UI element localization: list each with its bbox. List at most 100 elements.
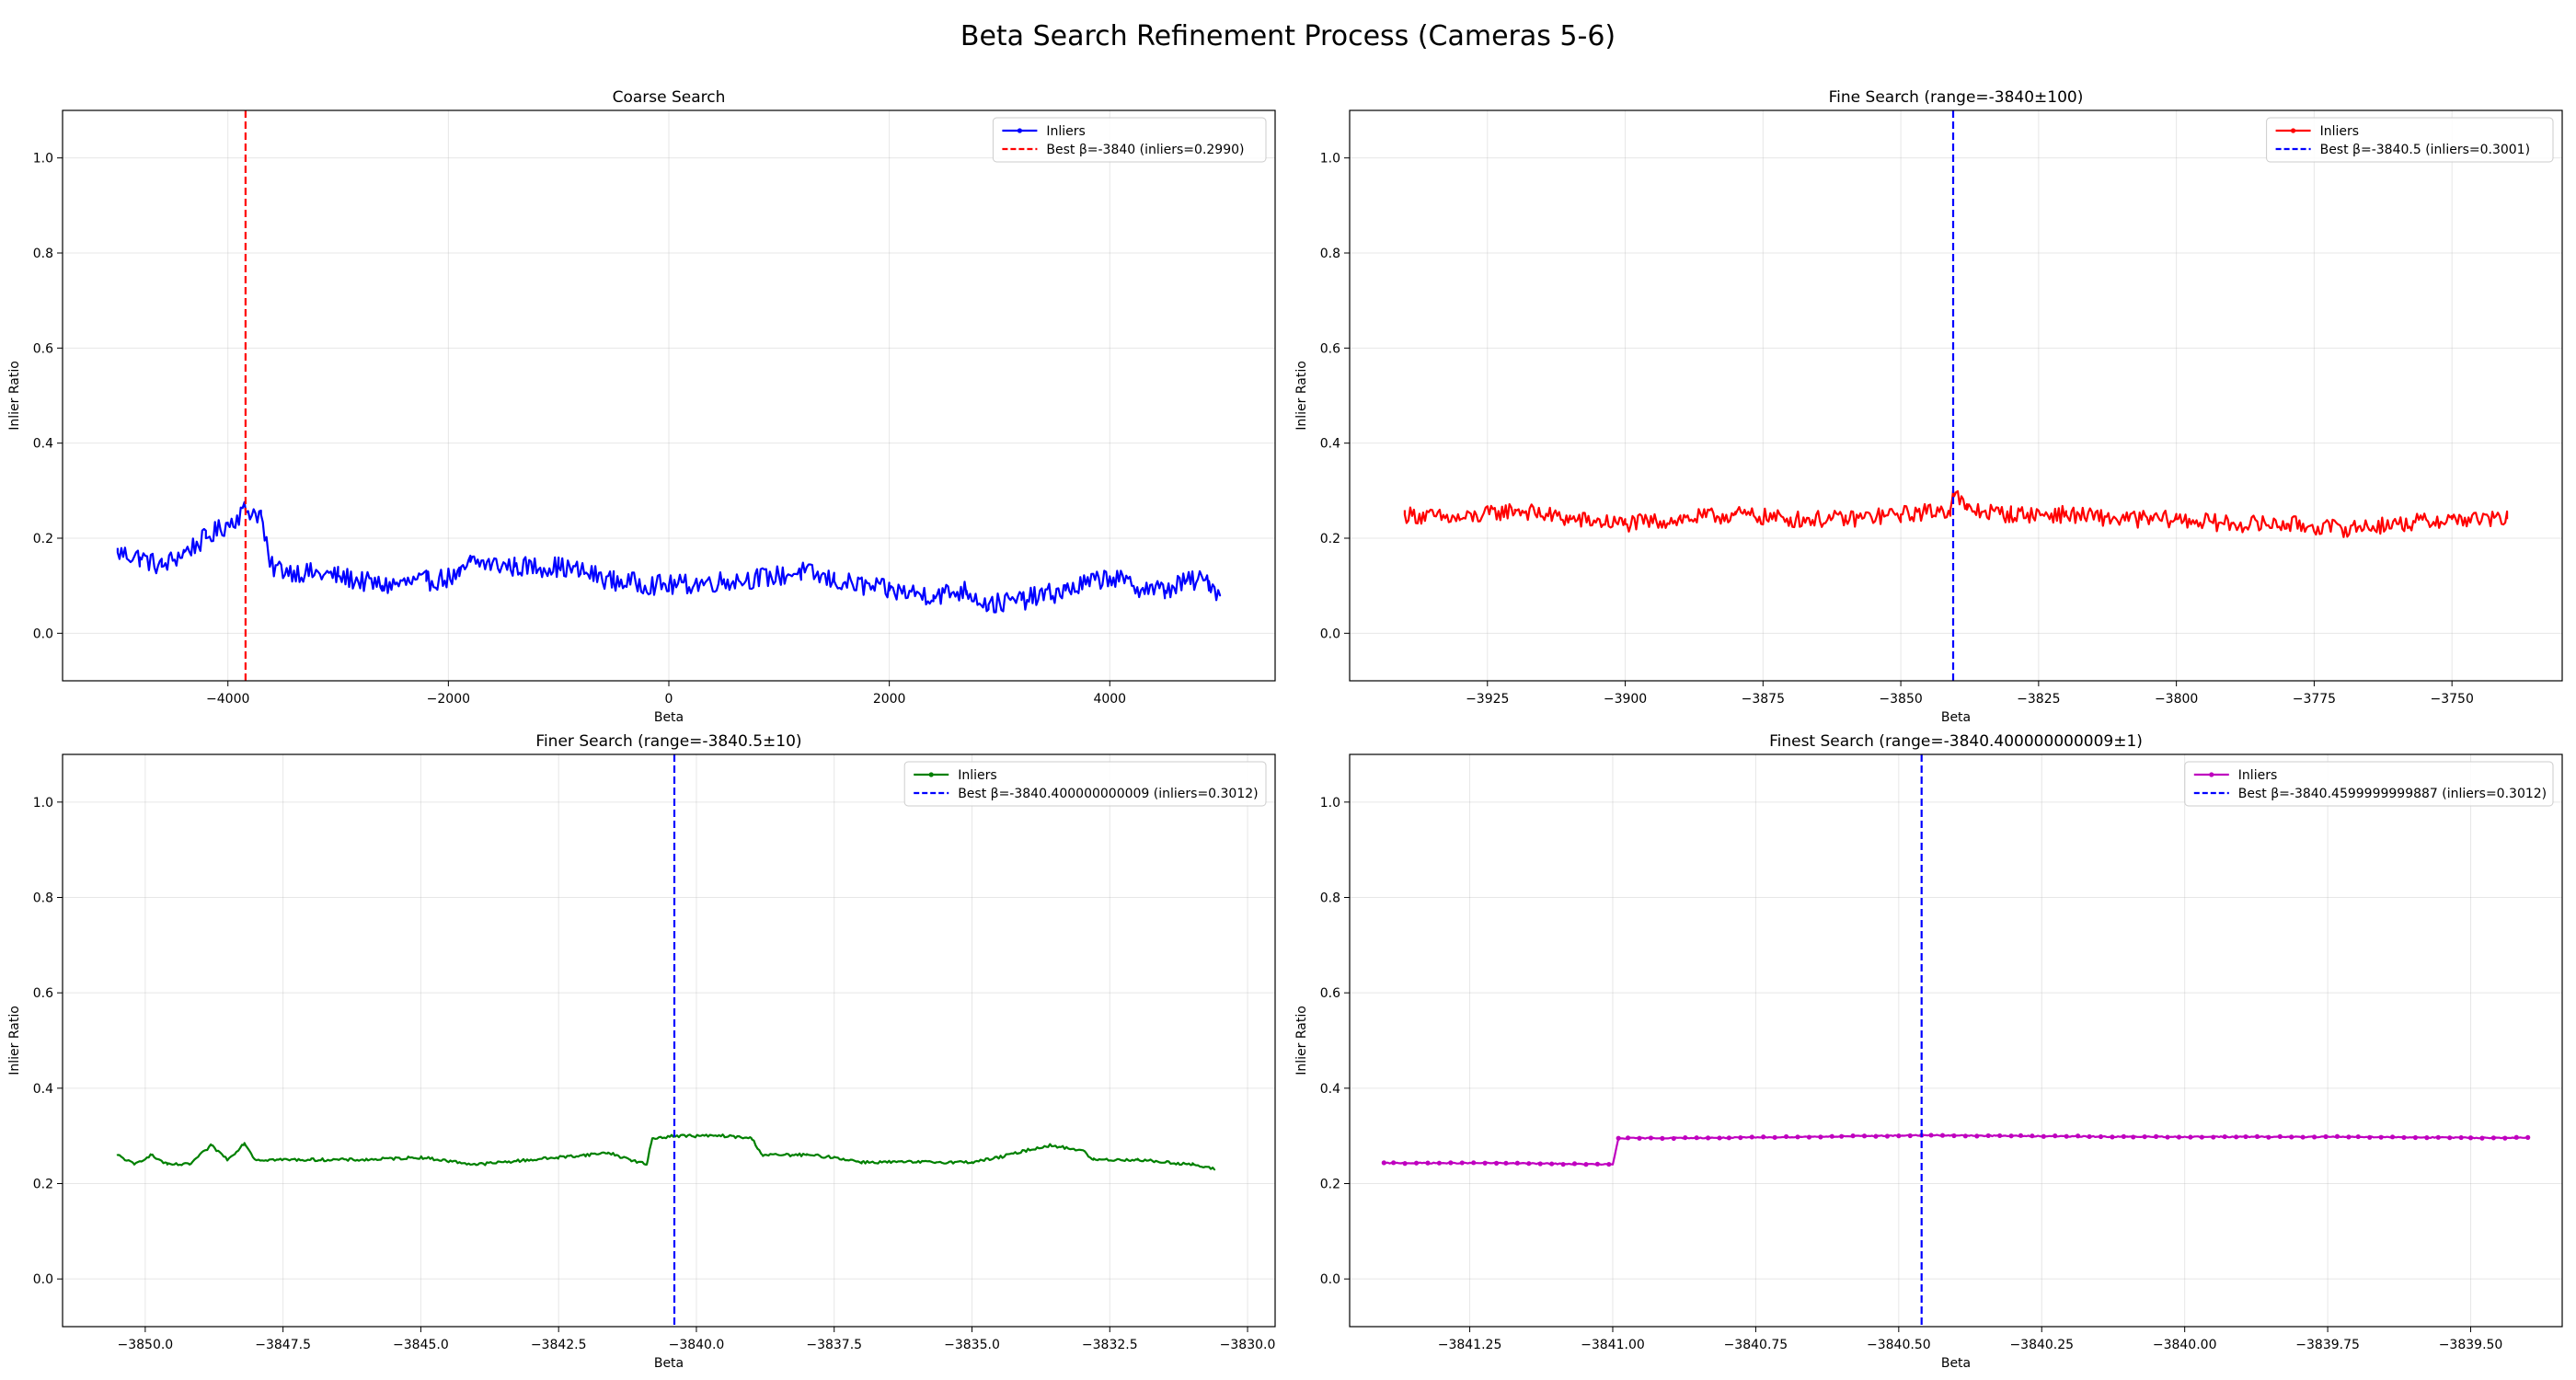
data-point — [2479, 1135, 2485, 1141]
x-tick-label: −4000 — [206, 692, 249, 707]
legend-label-best: Best β=-3840.400000000009 (inliers=0.301… — [958, 787, 1258, 801]
x-tick-label: −3850.0 — [118, 1338, 174, 1352]
data-point — [2087, 1133, 2092, 1140]
x-tick-label: −3845.0 — [393, 1338, 449, 1352]
data-point — [1482, 1160, 1488, 1166]
x-tick-label: −3840.00 — [2153, 1338, 2217, 1352]
data-point — [1526, 1161, 1532, 1167]
y-tick-label: 0.4 — [1320, 1082, 1340, 1097]
data-point — [1694, 1135, 1699, 1141]
data-point — [2277, 1133, 2283, 1139]
y-tick-label: 1.0 — [33, 796, 53, 811]
x-tick-label: −3850 — [1879, 692, 1922, 707]
y-tick-label: 0.6 — [1320, 986, 1340, 1001]
data-point — [2064, 1133, 2069, 1139]
data-point — [1939, 1133, 1946, 1138]
y-tick-label: 0.8 — [33, 891, 53, 906]
data-point — [1571, 1161, 1578, 1167]
legend: Inliers Best β=-3840.400000000009 (inlier… — [903, 761, 1267, 807]
y-tick-label: 1.0 — [1320, 152, 1340, 167]
data-point — [2311, 1134, 2317, 1140]
data-point — [1962, 1133, 1968, 1139]
data-point — [2289, 1134, 2294, 1140]
data-point — [2334, 1133, 2340, 1139]
data-point — [2367, 1134, 2373, 1140]
data-point — [2467, 1135, 2474, 1141]
y-tick-label: 0.2 — [33, 532, 53, 546]
y-tick-label: 0.0 — [1320, 1272, 1340, 1287]
data-point — [2447, 1135, 2453, 1141]
data-point — [2131, 1134, 2136, 1140]
y-tick-label: 0.4 — [33, 1082, 53, 1097]
data-point — [2346, 1134, 2352, 1140]
data-point — [1829, 1133, 1834, 1139]
legend-box — [903, 761, 1267, 807]
x-tick-label: −3840.0 — [669, 1338, 725, 1352]
series-line-inliers — [116, 500, 1222, 614]
x-axis-label: Beta — [654, 710, 684, 725]
series-line-inliers — [1403, 489, 2509, 538]
x-tick-label: −3840.25 — [2009, 1338, 2074, 1352]
data-point — [2513, 1134, 2519, 1140]
data-point — [1985, 1133, 1991, 1139]
data-point — [2243, 1133, 2248, 1140]
legend-label-inliers: Inliers — [2320, 124, 2359, 139]
y-tick-label: 0.6 — [1320, 341, 1340, 356]
x-tick-label: −3841.00 — [1581, 1338, 1645, 1352]
legend-label-best: Best β=-3840 (inliers=0.2990) — [1046, 143, 1244, 157]
data-point — [2110, 1134, 2115, 1140]
data-point — [1594, 1161, 1601, 1167]
data-point — [2412, 1134, 2419, 1141]
x-tick-label: 4000 — [1093, 692, 1126, 707]
data-point — [1413, 1160, 1420, 1166]
chart-panel-4: −3841.25 −3841.00 −3840.75 −3840.50 −3840.25… — [1294, 732, 2563, 1371]
data-point — [1951, 1133, 1957, 1139]
data-point — [1606, 1161, 1612, 1167]
x-tick-label: −3840.50 — [1867, 1338, 1931, 1352]
data-point — [2018, 1133, 2024, 1138]
data-point — [2525, 1134, 2531, 1140]
data-point — [1850, 1133, 1856, 1139]
axes-frame — [62, 753, 1276, 1328]
y-tick-label: 1.0 — [33, 152, 53, 167]
data-point — [2188, 1134, 2193, 1140]
data-point — [1705, 1135, 1711, 1141]
data-point — [1795, 1134, 1800, 1140]
data-point — [1761, 1134, 1766, 1140]
x-tick-label: −3830.0 — [1220, 1338, 1276, 1352]
data-point — [1436, 1160, 1442, 1166]
x-tick-label: −3835.0 — [944, 1338, 1000, 1352]
y-tick-label: 1.0 — [1320, 796, 1340, 811]
plot-area — [1350, 110, 2562, 681]
data-point — [1783, 1133, 1789, 1140]
data-point — [1583, 1162, 1589, 1167]
axes-frame — [1349, 753, 2563, 1328]
data-point — [1884, 1133, 1890, 1139]
data-point — [2458, 1134, 2464, 1141]
plot-area — [63, 754, 1275, 1327]
legend-marker — [1017, 128, 1022, 133]
data-point — [1928, 1133, 1934, 1138]
legend-box — [2184, 761, 2554, 807]
data-point — [1839, 1133, 1845, 1139]
y-tick-label: 0.2 — [1320, 532, 1340, 546]
data-point — [1818, 1134, 1823, 1140]
data-point — [2165, 1134, 2170, 1140]
y-axis-label: Inlier Ratio — [7, 1006, 22, 1075]
data-point — [1391, 1160, 1397, 1166]
data-point — [1717, 1135, 1722, 1141]
data-point — [2030, 1133, 2035, 1139]
data-point — [2176, 1134, 2182, 1140]
y-tick-label: 0.0 — [1320, 627, 1340, 641]
chart-title: Finer Search (range=-3840.5±10) — [535, 732, 801, 751]
y-axis-label: Inlier Ratio — [1294, 361, 1309, 431]
data-point — [1861, 1133, 1868, 1139]
chart-title: Finest Search (range=-3840.400000000009±… — [1769, 732, 2143, 751]
x-tick-label: −3839.75 — [2295, 1338, 2360, 1352]
legend-label-best: Best β=-3840.4599999999887 (inliers=0.30… — [2238, 787, 2547, 801]
data-point — [2041, 1133, 2046, 1139]
legend: Inliers Best β=-3840.5 (inliers=0.3001) — [2266, 117, 2554, 163]
data-point — [1660, 1135, 1665, 1141]
data-point — [2008, 1133, 2014, 1139]
legend-marker — [2291, 128, 2296, 133]
